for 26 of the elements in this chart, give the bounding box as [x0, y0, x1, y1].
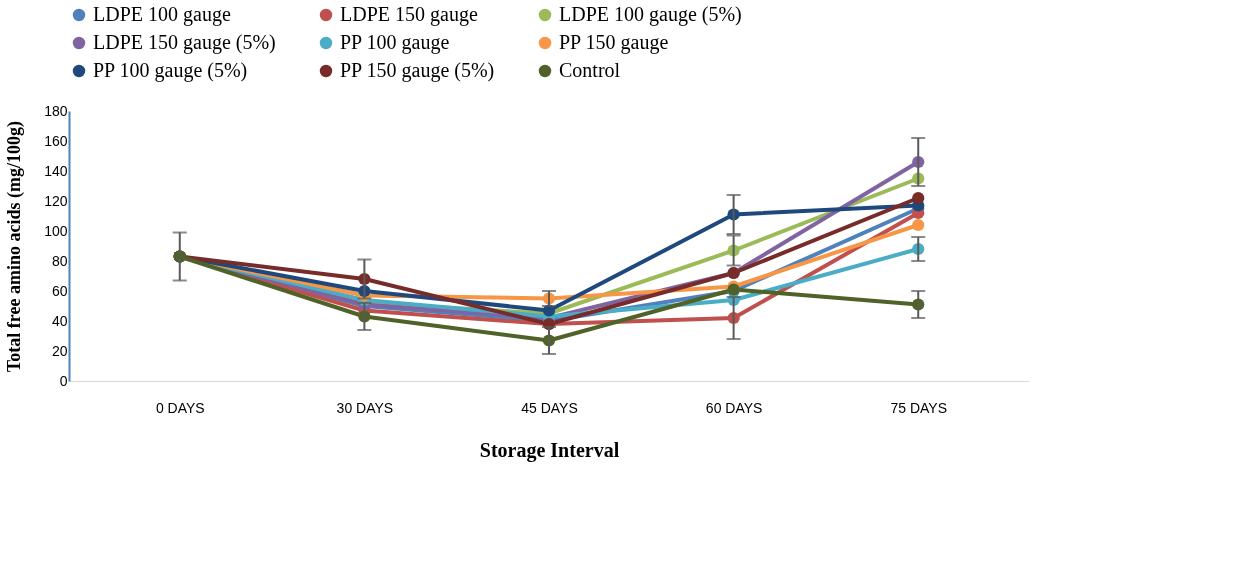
y-tick-label: 80 — [51, 252, 68, 269]
y-tick-label: 160 — [44, 132, 68, 149]
x-axis-title: Storage Interval — [479, 438, 620, 462]
legend-label: PP 150 gauge — [559, 31, 669, 54]
y-tick-label: 180 — [44, 102, 68, 119]
y-tick-label: 40 — [51, 312, 68, 329]
y-axis-title: Total free amino acids (mg/100g) — [4, 121, 26, 372]
y-tick-label: 60 — [51, 282, 68, 299]
x-tick-label: 60 DAYS — [705, 399, 763, 416]
legend-label: PP 100 gauge (5%) — [93, 59, 248, 82]
legend-label: LDPE 150 gauge — [340, 3, 478, 26]
legend-label: PP 100 gauge — [340, 31, 450, 54]
x-tick-label: 30 DAYS — [336, 399, 394, 416]
x-tick-label: 0 DAYS — [155, 399, 205, 416]
x-tick-label: 45 DAYS — [521, 399, 578, 416]
x-tick-label: 75 DAYS — [890, 399, 947, 416]
legend-label: Control — [559, 59, 621, 81]
y-tick-label: 20 — [51, 342, 68, 359]
y-tick-label: 100 — [44, 222, 68, 239]
legend-label: LDPE 100 gauge — [93, 3, 231, 26]
y-tick-label: 0 — [59, 372, 68, 389]
legend-label: LDPE 100 gauge (5%) — [559, 3, 742, 26]
y-tick-label: 120 — [44, 192, 68, 209]
legend-label: PP 150 gauge (5%) — [340, 59, 495, 82]
legend-label: LDPE 150 gauge (5%) — [93, 31, 276, 54]
y-tick-label: 140 — [44, 162, 68, 179]
